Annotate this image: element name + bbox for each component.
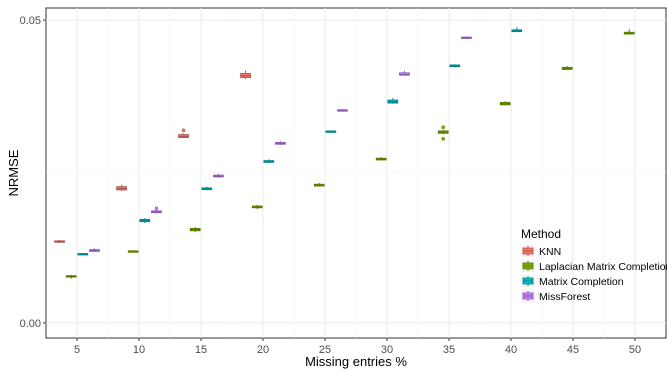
box-laplacian-matrix-completion	[251, 204, 263, 210]
x-tick-label: 50	[629, 344, 641, 356]
box-laplacian-matrix-completion	[375, 156, 387, 161]
box-matrix-completion	[387, 98, 399, 104]
legend-key	[521, 290, 535, 302]
box-missforest	[275, 141, 286, 145]
box-missforest	[461, 36, 472, 39]
x-tick-label: 45	[567, 344, 579, 356]
x-tick-label: 40	[505, 344, 517, 356]
box-matrix-completion	[511, 27, 523, 33]
legend-title: Method	[521, 227, 561, 241]
box-knn	[54, 239, 65, 243]
box-knn	[116, 184, 127, 191]
box-missforest	[399, 70, 410, 76]
y-tick-label: 0.05	[20, 15, 41, 27]
box-outlier	[441, 136, 446, 141]
x-tick-label: 20	[257, 344, 269, 356]
box-matrix-completion	[139, 218, 151, 223]
box-matrix-completion	[77, 253, 89, 256]
grid-lines	[46, 8, 666, 338]
box-knn	[178, 128, 189, 139]
box-laplacian-matrix-completion	[127, 250, 139, 253]
box-laplacian-matrix-completion	[189, 227, 201, 233]
box-matrix-completion	[201, 186, 213, 191]
legend-key	[521, 245, 535, 257]
legend-key	[521, 260, 535, 272]
box-laplacian-matrix-completion	[623, 29, 635, 35]
legend: Method KNN Laplacian Matrix Completion Mat…	[521, 227, 667, 303]
box-outlier	[441, 125, 446, 130]
box-matrix-completion	[449, 64, 461, 68]
legend-label: MissForest	[539, 291, 590, 303]
x-axis-title: Missing entries %	[305, 354, 407, 369]
box-missforest	[89, 248, 100, 253]
x-tick-label: 35	[443, 344, 455, 356]
box-laplacian-matrix-completion	[561, 66, 573, 70]
box-missforest	[337, 109, 348, 112]
legend-key	[521, 275, 535, 287]
box-laplacian-matrix-completion	[499, 101, 511, 106]
box-matrix-completion	[325, 130, 337, 133]
legend-label: Matrix Completion	[539, 276, 624, 288]
x-tick-label: 15	[195, 344, 207, 356]
y-tick-label: 0.00	[20, 318, 41, 330]
box-matrix-completion	[263, 159, 275, 164]
x-tick-label: 10	[133, 344, 145, 356]
box-laplacian-matrix-completion	[65, 275, 77, 279]
box-knn	[240, 70, 251, 79]
x-tick-label: 25	[319, 344, 331, 356]
x-tick-label: 5	[74, 344, 80, 356]
y-axis-title: NRMSE	[6, 149, 21, 196]
box-layer	[54, 27, 635, 279]
axes-layer: 0.00 0.05 5 10 15 20 25 30 35 40 45 50	[20, 15, 642, 356]
box-laplacian-matrix-completion	[313, 182, 325, 187]
legend-label: KNN	[539, 246, 561, 258]
box-missforest	[151, 206, 162, 214]
legend-label: Laplacian Matrix Completion	[539, 261, 667, 273]
x-tick-label: 30	[381, 344, 393, 356]
box-laplacian-matrix-completion	[437, 125, 449, 141]
box-outlier	[181, 128, 186, 133]
box-outlier	[154, 206, 159, 211]
box-missforest	[213, 173, 224, 178]
